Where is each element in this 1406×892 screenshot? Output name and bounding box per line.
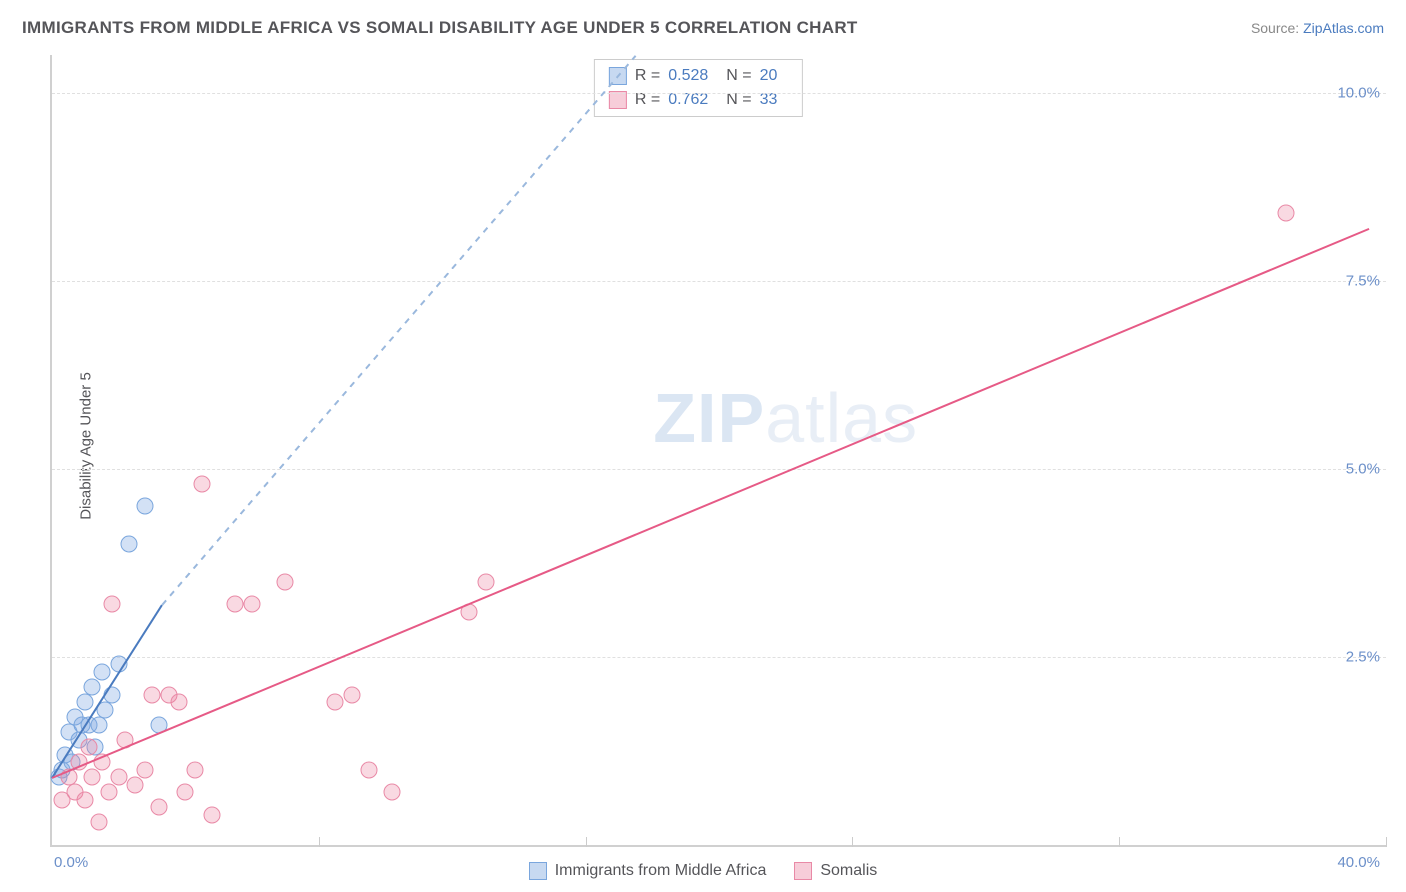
n-label: N = xyxy=(726,88,751,112)
data-point xyxy=(90,716,107,733)
data-point xyxy=(150,799,167,816)
data-point xyxy=(77,694,94,711)
correlation-row-blue: R = 0.528 N = 20 xyxy=(609,64,788,88)
watermark-atlas: atlas xyxy=(765,379,918,457)
data-point xyxy=(100,784,117,801)
data-point xyxy=(177,784,194,801)
data-point xyxy=(94,663,111,680)
data-point xyxy=(90,814,107,831)
series-legend: Immigrants from Middle Africa Somalis xyxy=(0,862,1406,880)
data-point xyxy=(170,694,187,711)
legend-item-blue: Immigrants from Middle Africa xyxy=(529,862,767,880)
gridline xyxy=(52,657,1386,658)
data-point xyxy=(360,761,377,778)
x-tick xyxy=(586,837,587,847)
data-point xyxy=(120,536,137,553)
watermark-zip: ZIP xyxy=(653,379,765,457)
y-tick-label: 10.0% xyxy=(1337,84,1380,101)
legend-swatch-pink-icon xyxy=(794,862,812,880)
data-point xyxy=(84,679,101,696)
x-tick xyxy=(852,837,853,847)
data-point xyxy=(204,806,221,823)
data-point xyxy=(127,776,144,793)
trend-line xyxy=(161,55,636,605)
data-point xyxy=(77,791,94,808)
data-point xyxy=(144,686,161,703)
scatter-chart: ZIPatlas R = 0.528 N = 20 R = 0.762 N = … xyxy=(50,55,1386,847)
data-point xyxy=(104,596,121,613)
data-point xyxy=(227,596,244,613)
x-tick xyxy=(1386,837,1387,847)
data-point xyxy=(244,596,261,613)
watermark: ZIPatlas xyxy=(653,378,918,458)
r-label: R = xyxy=(635,88,660,112)
legend-label-pink: Somalis xyxy=(820,862,877,880)
data-point xyxy=(84,769,101,786)
swatch-pink-icon xyxy=(609,91,627,109)
data-point xyxy=(327,694,344,711)
y-tick-label: 5.0% xyxy=(1346,460,1380,477)
legend-item-pink: Somalis xyxy=(794,862,877,880)
chart-title: IMMIGRANTS FROM MIDDLE AFRICA VS SOMALI … xyxy=(22,18,858,38)
data-point xyxy=(110,769,127,786)
source-prefix: Source: xyxy=(1251,20,1303,36)
legend-swatch-blue-icon xyxy=(529,862,547,880)
x-tick xyxy=(319,837,320,847)
data-point xyxy=(277,573,294,590)
n-value-blue: 20 xyxy=(760,64,778,88)
gridline xyxy=(52,469,1386,470)
data-point xyxy=(80,739,97,756)
legend-label-blue: Immigrants from Middle Africa xyxy=(555,862,767,880)
y-tick-label: 2.5% xyxy=(1346,648,1380,665)
r-value-pink: 0.762 xyxy=(668,88,708,112)
data-point xyxy=(194,475,211,492)
data-point xyxy=(137,761,154,778)
data-point xyxy=(1277,205,1294,222)
data-point xyxy=(137,498,154,515)
data-point xyxy=(477,573,494,590)
r-value-blue: 0.528 xyxy=(668,64,708,88)
gridline xyxy=(52,281,1386,282)
source-link[interactable]: ZipAtlas.com xyxy=(1303,20,1384,36)
data-point xyxy=(187,761,204,778)
gridline xyxy=(52,93,1386,94)
data-point xyxy=(344,686,361,703)
x-tick xyxy=(1119,837,1120,847)
correlation-row-pink: R = 0.762 N = 33 xyxy=(609,88,788,112)
chart-header: IMMIGRANTS FROM MIDDLE AFRICA VS SOMALI … xyxy=(22,18,1384,38)
n-value-pink: 33 xyxy=(760,88,778,112)
y-tick-label: 7.5% xyxy=(1346,272,1380,289)
source-attribution: Source: ZipAtlas.com xyxy=(1251,20,1384,36)
n-label: N = xyxy=(726,64,751,88)
r-label: R = xyxy=(635,64,660,88)
data-point xyxy=(384,784,401,801)
